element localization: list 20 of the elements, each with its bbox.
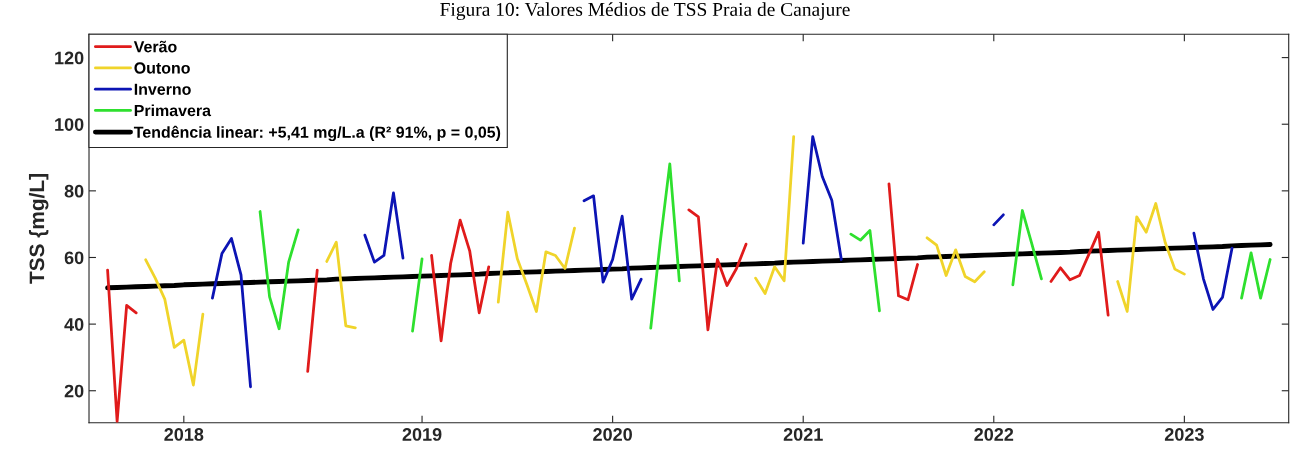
y-tick-label: 40: [64, 318, 84, 331]
y-axis-title: TSS {mg/L]: [28, 174, 49, 284]
x-tick-label: 2023: [1164, 428, 1204, 441]
x-tick-label: 2018: [164, 428, 204, 441]
chart-title: Figura 10: Valores Médios de TSS Praia de Canajure: [440, 2, 850, 20]
y-tick-label: 120: [55, 51, 84, 65]
y-tick-label: 60: [64, 251, 84, 265]
legend-label: Verão: [133, 40, 177, 53]
legend-label: Primavera: [134, 104, 212, 117]
y-tick-label: 100: [55, 118, 84, 131]
x-tick-label: 2021: [783, 428, 823, 441]
x-tick-label: 2019: [402, 428, 442, 441]
line-series: [105, 242, 1273, 291]
legend-label: Inverno: [134, 83, 191, 95]
y-tick-label: 80: [64, 184, 84, 198]
x-tick-label: 2020: [593, 428, 632, 441]
x-tick-label: 2022: [974, 428, 1014, 441]
legend-label: Tendência linear: +5,41 mg/L.a (R² 91%, p = 0,05): [133, 125, 501, 142]
y-tick-label: 20: [64, 384, 84, 398]
legend-label: Outono: [134, 62, 190, 74]
